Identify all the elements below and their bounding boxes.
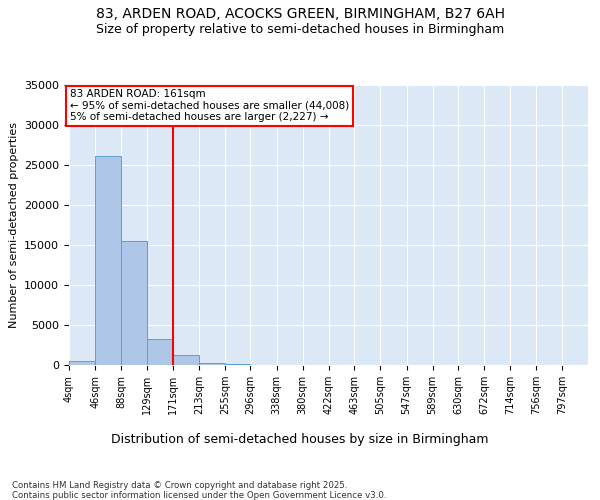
Bar bbox=[199, 363, 225, 365]
Text: Size of property relative to semi-detached houses in Birmingham: Size of property relative to semi-detach… bbox=[96, 22, 504, 36]
Text: 83 ARDEN ROAD: 161sqm
← 95% of semi-detached houses are smaller (44,008)
5% of s: 83 ARDEN ROAD: 161sqm ← 95% of semi-deta… bbox=[70, 89, 349, 122]
Bar bbox=[173, 356, 199, 365]
Bar bbox=[121, 241, 146, 365]
Text: 83, ARDEN ROAD, ACOCKS GREEN, BIRMINGHAM, B27 6AH: 83, ARDEN ROAD, ACOCKS GREEN, BIRMINGHAM… bbox=[95, 8, 505, 22]
Bar bbox=[69, 361, 95, 365]
Y-axis label: Number of semi-detached properties: Number of semi-detached properties bbox=[8, 122, 19, 328]
Bar bbox=[146, 340, 173, 365]
Bar bbox=[225, 364, 250, 365]
Text: Contains HM Land Registry data © Crown copyright and database right 2025.
Contai: Contains HM Land Registry data © Crown c… bbox=[12, 480, 386, 500]
Text: Distribution of semi-detached houses by size in Birmingham: Distribution of semi-detached houses by … bbox=[111, 432, 489, 446]
Bar bbox=[95, 156, 121, 365]
